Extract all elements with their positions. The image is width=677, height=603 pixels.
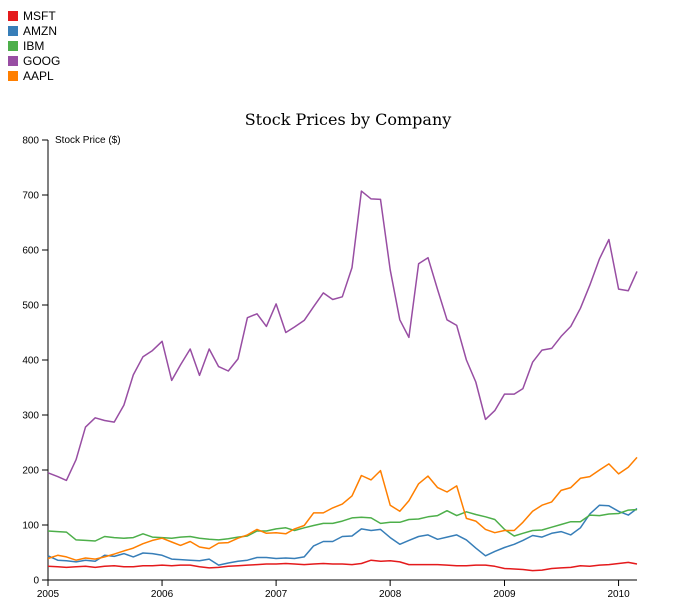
legend-swatch xyxy=(8,70,18,81)
legend-item-amzn: AMZN xyxy=(8,23,60,38)
y-tick-label: 700 xyxy=(22,191,39,202)
y-tick-label: 0 xyxy=(33,576,39,587)
x-tick-label: 2009 xyxy=(493,589,516,600)
y-axis: 0 100 200 300 400 500 600 700 800 xyxy=(22,136,49,587)
x-tick-label: 2005 xyxy=(37,589,60,600)
x-tick-label: 2006 xyxy=(151,589,174,600)
legend-swatch xyxy=(8,25,18,36)
y-tick-label: 600 xyxy=(22,246,39,257)
legend-swatch xyxy=(8,10,18,21)
x-tick-label: 2007 xyxy=(265,589,288,600)
series-line-msft xyxy=(47,559,638,572)
y-tick-label: 100 xyxy=(22,521,39,532)
y-tick-label: 800 xyxy=(22,136,39,147)
series-line-ibm xyxy=(47,508,638,542)
legend-item-aapl: AAPL xyxy=(8,68,60,83)
legend: MSFT AMZN IBM GOOG AAPL xyxy=(8,8,60,83)
x-tick-label: 2010 xyxy=(607,589,630,600)
legend-label: IBM xyxy=(23,38,45,53)
x-axis: 2005 2006 2007 2008 2009 2010 xyxy=(37,579,637,600)
legend-item-goog: GOOG xyxy=(8,53,60,68)
legend-item-ibm: IBM xyxy=(8,38,60,53)
y-tick-label: 200 xyxy=(22,466,39,477)
series-line-aapl xyxy=(47,456,638,561)
legend-swatch xyxy=(8,40,18,51)
x-tick-label: 2008 xyxy=(379,589,402,600)
series-line-goog xyxy=(47,190,638,482)
y-tick-label: 500 xyxy=(22,301,39,312)
y-tick-label: 400 xyxy=(22,356,39,367)
legend-label: MSFT xyxy=(23,8,56,23)
legend-swatch xyxy=(8,55,18,66)
legend-label: AAPL xyxy=(23,68,54,83)
series-lines xyxy=(47,190,638,572)
y-axis-label: Stock Price ($) xyxy=(55,135,121,146)
chart-title: Stock Prices by Company xyxy=(245,110,452,129)
legend-label: AMZN xyxy=(23,23,57,38)
legend-label: GOOG xyxy=(23,53,61,68)
y-tick-label: 300 xyxy=(22,411,39,422)
series-line-amzn xyxy=(47,504,638,566)
legend-item-msft: MSFT xyxy=(8,8,60,23)
